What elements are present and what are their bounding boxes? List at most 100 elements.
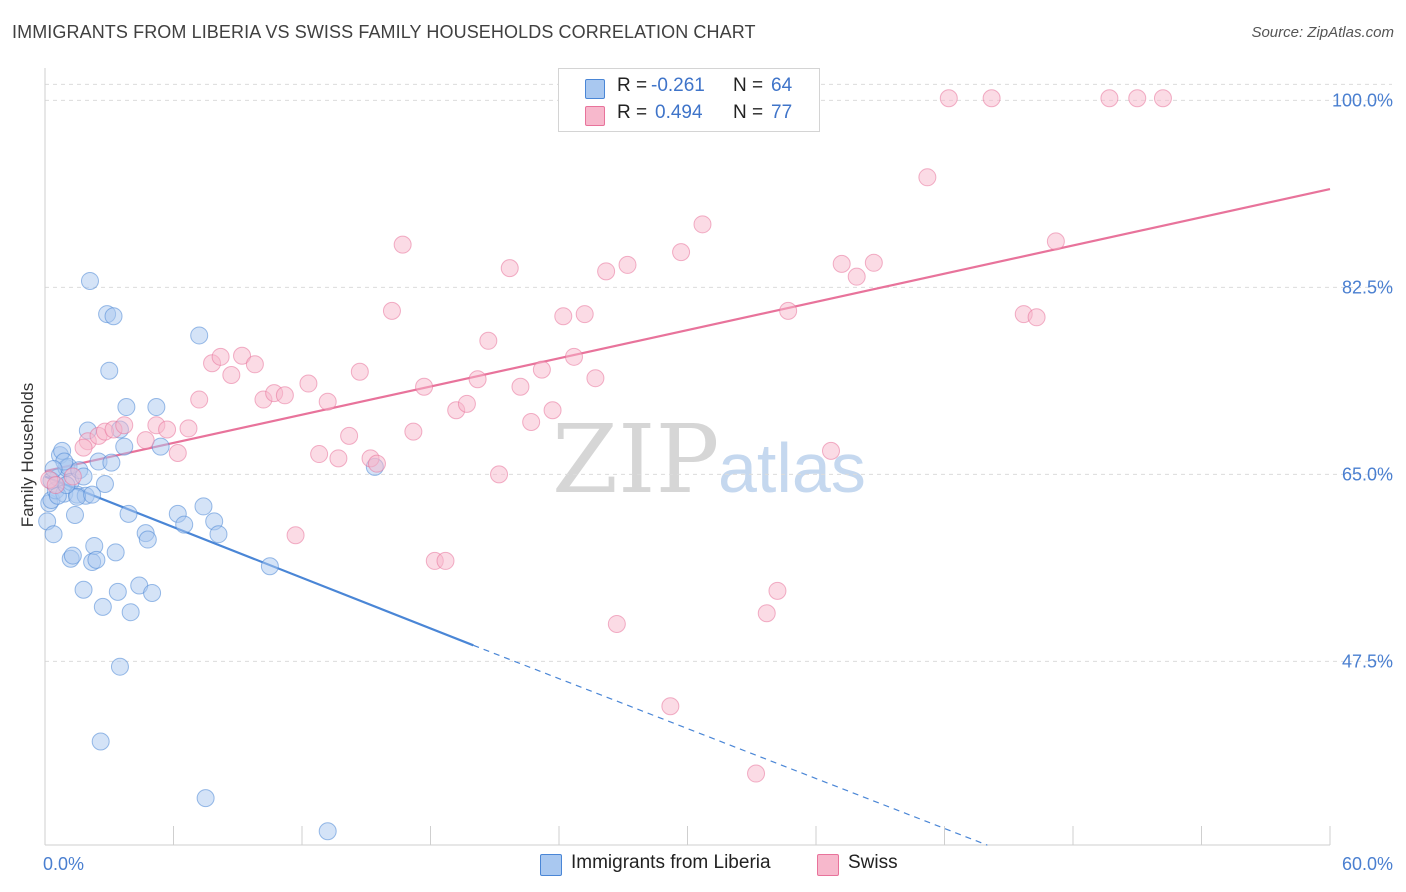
y-tick-label: 100.0% [1332,90,1393,110]
swiss-point [575,305,594,324]
swiss-swatch [585,106,605,126]
liberia-point [175,515,194,534]
r-label: R = [617,75,648,96]
liberia-point [106,543,125,562]
n-value: 64 [771,75,793,96]
swiss-point [275,386,294,405]
liberia-point [108,582,127,601]
liberia-point [115,437,134,456]
liberia-trend-line [44,475,474,647]
gridlines [45,83,1392,662]
liberia-point [151,437,170,456]
liberia-point [119,504,138,523]
legend-swatch-liberia [540,854,562,876]
swiss-point [329,449,348,468]
swiss-point [522,412,541,431]
liberia-point [44,525,63,544]
swiss-point [168,443,187,462]
liberia-point [93,597,112,616]
liberia-point [147,398,166,417]
watermark-atlas: atlas [718,429,866,507]
swiss-point [532,360,551,379]
liberia-point [80,271,99,290]
swiss-point [564,347,583,366]
swiss-point [597,262,616,281]
swiss-point [1128,89,1147,108]
swiss-point [661,697,680,716]
swiss-point [1027,308,1046,327]
swiss-point [415,377,434,396]
liberia-trend-extension [473,644,988,846]
x-tick-label: 60.0% [1342,854,1393,874]
swiss-point [367,454,386,473]
swiss-point [779,301,798,320]
swiss-point [864,253,883,272]
chart-title: IMMIGRANTS FROM LIBERIA VS SWISS FAMILY … [12,22,756,42]
swiss-point [74,438,93,457]
liberia-points [38,271,384,841]
swiss-point [543,401,562,420]
swiss-point [939,89,958,108]
liberia-point [190,326,209,345]
legend-swatch-swiss [817,854,839,876]
y-tick-label: 65.0% [1342,464,1393,484]
swiss-point [672,243,691,262]
liberia-point [102,453,121,472]
swiss-point [607,614,626,633]
liberia-point [91,732,110,751]
liberia-swatch [585,79,605,99]
legend-label-liberia: Immigrants from Liberia [571,852,771,873]
swiss-point [1153,89,1172,108]
swiss-point [222,365,241,384]
swiss-point [618,255,637,274]
liberia-point [95,474,114,493]
swiss-point [586,369,605,388]
swiss-point [747,764,766,783]
swiss-point [468,370,487,389]
swiss-point [1100,89,1119,108]
r-value: -0.261 [651,75,705,96]
r-label: R = [617,102,648,123]
swiss-point [847,267,866,286]
source-credit: Source: ZipAtlas.com [1251,24,1394,41]
swiss-point [382,301,401,320]
swiss-point [511,377,530,396]
watermark: ZIP atlas [552,405,866,515]
liberia-point [194,497,213,516]
liberia-point [65,505,84,524]
liberia-point [87,550,106,569]
liberia-point [138,530,157,549]
swiss-point [310,445,329,464]
liberia-point [110,657,129,676]
swiss-point [233,346,252,365]
swiss-point [768,581,787,600]
swiss-point [340,426,359,445]
swiss-point [693,215,712,234]
n-label: N = [733,102,764,123]
stats-legend: R = -0.261 N = 64 R = 0.494 N = 77 [558,68,820,132]
swiss-trend-line [44,187,1331,473]
swiss-point [757,604,776,623]
liberia-point [260,557,279,576]
swiss-point [457,394,476,413]
swiss-point [436,551,455,570]
swiss-point [982,89,1001,108]
liberia-point [104,307,123,326]
liberia-point [318,822,337,841]
n-value: 77 [771,102,793,123]
tick-labels: 100.0% 82.5% 65.0% 47.5% 0.0% 60.0% [43,90,1393,874]
swiss-point [299,374,318,393]
swiss-point [1046,232,1065,251]
swiss-point [821,441,840,460]
swiss-point [245,355,264,374]
swiss-point [211,347,230,366]
swiss-point [832,254,851,273]
liberia-point [63,546,82,565]
swiss-point [136,431,155,450]
series-legend: Immigrants from Liberia Swiss [0,852,1406,878]
y-tick-label: 47.5% [1342,651,1393,671]
liberia-point [100,361,119,380]
swiss-point [318,392,337,411]
liberia-point [143,583,162,602]
